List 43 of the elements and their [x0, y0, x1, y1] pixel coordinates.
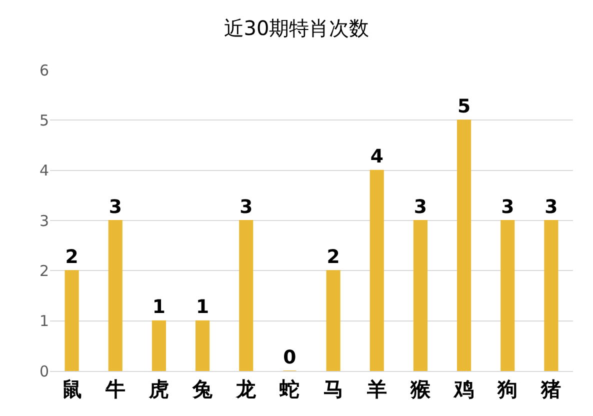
bar [64, 270, 79, 371]
bar [326, 270, 340, 371]
data-label: 3 [414, 196, 427, 218]
x-tick-label: 龙 [235, 377, 258, 401]
bar [239, 220, 254, 371]
data-label: 2 [65, 246, 78, 268]
y-tick-label: 2 [39, 262, 49, 280]
data-label: 3 [240, 196, 253, 218]
bar [196, 320, 210, 371]
chart-title: 近30期特肖次数 [224, 16, 370, 40]
x-tick-label: 猪 [540, 377, 562, 401]
data-label: 1 [152, 297, 166, 318]
y-tick-label: 1 [39, 312, 49, 330]
bar [370, 170, 384, 371]
bar [500, 220, 515, 371]
data-label: 3 [544, 196, 558, 218]
data-label: 3 [501, 196, 514, 218]
x-tick-label: 猴 [409, 377, 432, 401]
y-tick-label: 4 [39, 162, 49, 180]
x-tick-label: 鼠 [62, 377, 82, 401]
y-tick-label: 6 [39, 61, 49, 80]
bar [108, 220, 122, 371]
bar [152, 320, 166, 371]
data-label: 2 [326, 246, 340, 268]
data-label: 0 [283, 347, 296, 368]
x-tick-label: 马 [323, 377, 344, 401]
bar [457, 120, 472, 371]
x-tick-label: 鸡 [453, 377, 474, 401]
x-tick-label: 狗 [496, 377, 518, 401]
x-tick-label: 蛇 [278, 377, 300, 401]
x-tick-label: 羊 [366, 377, 387, 401]
x-tick-label: 虎 [148, 377, 169, 401]
y-tick-label: 5 [39, 111, 49, 130]
y-tick-label: 3 [39, 212, 49, 230]
data-label: 5 [458, 96, 471, 118]
data-label: 4 [370, 146, 384, 168]
x-tick-label: 牛 [104, 377, 126, 401]
bar [413, 220, 428, 371]
x-tick-label: 兔 [192, 377, 214, 401]
bar [544, 220, 558, 371]
data-label: 3 [108, 196, 122, 218]
y-tick-label: 0 [39, 362, 49, 380]
data-label: 1 [196, 297, 210, 318]
